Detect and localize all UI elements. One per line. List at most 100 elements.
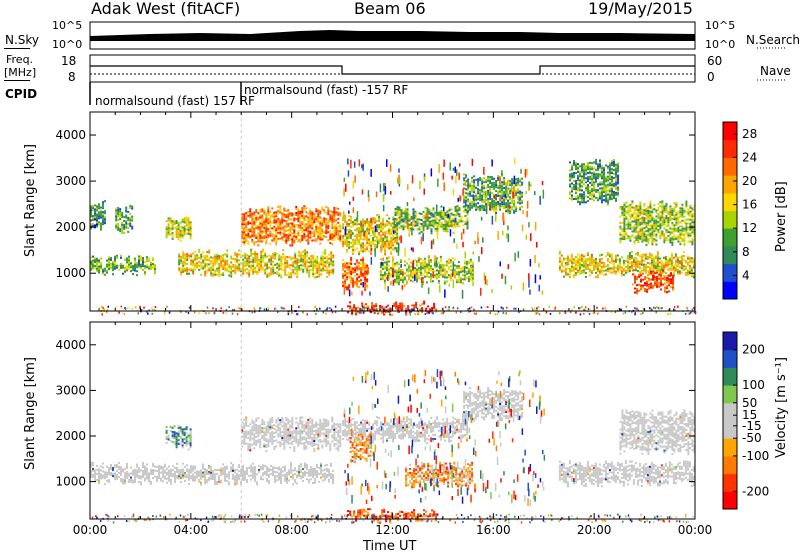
data-cell	[210, 262, 213, 265]
speckle	[456, 169, 458, 176]
data-cell	[568, 268, 571, 270]
data-cell	[272, 260, 275, 263]
data-cell	[654, 280, 656, 283]
data-cell	[466, 219, 469, 222]
data-cell	[261, 214, 264, 217]
data-cell	[491, 206, 494, 209]
freq-legend-line	[4, 80, 30, 81]
data-cell	[481, 180, 484, 183]
data-cell	[323, 221, 326, 224]
data-cell	[319, 212, 322, 215]
data-cell	[571, 176, 573, 179]
data-cell	[437, 272, 440, 275]
data-cell	[615, 163, 617, 166]
data-cell	[592, 259, 595, 262]
data-cell	[328, 269, 331, 272]
data-cell	[475, 208, 478, 211]
data-cell	[311, 211, 314, 214]
data-cell	[90, 223, 92, 226]
data-cell	[610, 257, 613, 260]
data-cell	[259, 208, 262, 211]
data-cell	[383, 313, 386, 316]
data-cell	[458, 209, 461, 212]
data-cell	[319, 222, 322, 225]
data-cell	[664, 262, 667, 264]
data-cell	[473, 197, 476, 200]
data-cell	[184, 255, 187, 258]
data-cell	[287, 217, 290, 220]
data-cell	[679, 221, 682, 224]
data-cell	[639, 231, 642, 234]
data-cell	[344, 282, 347, 285]
data-cell	[410, 217, 413, 220]
data-cell	[210, 256, 213, 259]
data-cell	[589, 181, 591, 184]
data-cell	[327, 221, 330, 224]
data-cell	[436, 230, 439, 232]
speckle	[497, 231, 499, 240]
data-cell	[679, 211, 682, 214]
data-cell	[656, 251, 659, 254]
data-cell	[457, 273, 460, 276]
data-cell	[627, 225, 630, 228]
data-cell	[271, 213, 274, 216]
data-cell	[317, 215, 320, 218]
data-cell	[100, 261, 102, 264]
data-cell	[98, 205, 100, 208]
data-cell	[400, 221, 403, 224]
speckle	[538, 263, 540, 268]
data-cell	[475, 198, 478, 201]
data-cell	[380, 224, 383, 227]
data-cell	[245, 234, 248, 237]
data-cell	[673, 206, 676, 209]
speckle	[352, 207, 355, 213]
data-cell	[651, 225, 654, 228]
data-cell	[575, 162, 577, 165]
data-cell	[509, 188, 512, 191]
data-cell	[226, 267, 229, 270]
data-cell	[635, 225, 638, 228]
data-cell	[453, 268, 456, 271]
data-cell	[681, 219, 684, 222]
data-cell	[230, 273, 233, 276]
data-cell	[226, 261, 229, 264]
data-cell	[125, 206, 128, 209]
data-cell	[224, 265, 227, 268]
data-cell	[362, 242, 365, 245]
data-cell	[268, 274, 271, 277]
data-cell	[291, 218, 294, 221]
data-cell	[388, 247, 391, 250]
data-cell	[291, 212, 294, 215]
data-cell	[677, 226, 680, 229]
data-cell	[212, 260, 215, 263]
data-cell	[222, 256, 225, 259]
data-cell	[119, 218, 122, 221]
data-cell	[467, 198, 470, 201]
data-cell	[293, 231, 296, 234]
data-cell	[425, 273, 428, 276]
data-cell	[481, 186, 484, 189]
data-cell	[585, 171, 587, 174]
data-cell	[686, 255, 689, 258]
data-cell	[513, 201, 516, 204]
data-cell	[182, 264, 185, 267]
data-cell	[473, 183, 476, 186]
data-cell	[447, 276, 450, 279]
data-cell	[252, 258, 255, 261]
data-cell	[467, 262, 470, 265]
data-cell	[471, 186, 474, 189]
data-cell	[648, 262, 651, 265]
data-cell	[469, 204, 472, 207]
data-cell	[216, 261, 219, 264]
data-cell	[693, 209, 696, 212]
data-cell	[650, 286, 652, 289]
data-cell	[570, 255, 573, 258]
data-cell	[405, 307, 408, 310]
data-cell	[335, 229, 338, 232]
data-cell	[497, 179, 500, 181]
data-cell	[652, 268, 655, 271]
data-cell	[344, 280, 347, 283]
data-cell	[355, 307, 358, 310]
data-cell	[505, 184, 508, 187]
data-cell	[206, 257, 209, 260]
